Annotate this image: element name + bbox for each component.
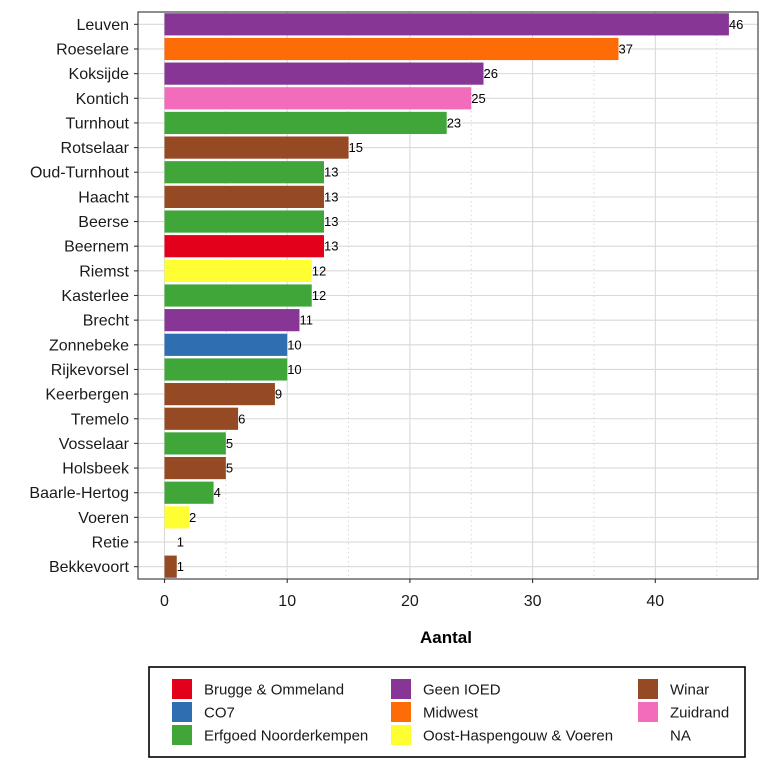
bar-beerse — [164, 210, 325, 233]
legend-label-geen-ioed: Geen IOED — [423, 682, 501, 699]
bar-rotselaar — [164, 136, 349, 159]
bar-holsbeek — [164, 456, 226, 480]
y-tick-label: Tremelo — [71, 411, 129, 428]
data-label-rijkevorsel: 10 — [287, 362, 301, 377]
legend-label-winar: Winar — [670, 682, 709, 699]
y-tick-label: Zonnebeke — [49, 337, 129, 354]
y-tick-label: Voeren — [78, 510, 129, 527]
y-tick-label: Rijkevorsel — [51, 362, 129, 379]
bar-bekkevoort — [164, 555, 177, 578]
data-label-koksijde: 26 — [484, 66, 498, 81]
legend-key-oost-haspengouw-voeren — [391, 725, 411, 745]
data-label-turnhout: 23 — [447, 115, 461, 130]
data-label-bekkevoort: 1 — [177, 559, 184, 574]
bar-zonnebeke — [164, 333, 288, 356]
y-tick-label: Holsbeek — [62, 461, 130, 478]
data-label-roeselare: 37 — [618, 41, 632, 56]
y-tick-label: Oud-Turnhout — [30, 165, 130, 182]
x-tick-label: 30 — [524, 593, 542, 610]
data-label-haacht: 13 — [324, 189, 338, 204]
bar-haacht — [164, 185, 325, 208]
legend-label-na: NA — [670, 728, 691, 745]
data-label-oud-turnhout: 13 — [324, 165, 338, 180]
y-tick-label: Beernem — [64, 239, 129, 256]
bar-beernem — [164, 235, 325, 258]
y-tick-label: Rotselaar — [61, 140, 130, 157]
legend-key-zuidrand — [638, 702, 658, 722]
y-tick-label: Bekkevoort — [49, 559, 130, 576]
data-label-riemst: 12 — [312, 263, 326, 278]
data-label-kasterlee: 12 — [312, 288, 326, 303]
bar-rijkevorsel — [164, 358, 288, 381]
bar-brecht — [164, 309, 300, 332]
data-label-retie: 1 — [177, 535, 184, 550]
legend-key-midwest — [391, 702, 411, 722]
y-tick-label: Haacht — [78, 189, 129, 206]
legend-label-co7: CO7 — [204, 705, 235, 722]
bar-tremelo — [164, 407, 239, 430]
bar-koksijde — [164, 62, 484, 85]
x-axis-title: Aantal — [420, 628, 472, 647]
data-label-kontich: 25 — [471, 91, 485, 106]
legend-key-winar — [638, 679, 658, 699]
data-label-voeren: 2 — [189, 510, 196, 525]
data-label-vosselaar: 5 — [226, 436, 233, 451]
bar-keerbergen — [164, 383, 275, 406]
y-tick-label: Kasterlee — [61, 288, 129, 305]
y-tick-label: Koksijde — [69, 66, 130, 83]
data-label-baarle-hertog: 4 — [214, 485, 221, 500]
y-axis: Leuven Roeselare Koksijde Kontich Turnhout Ro… — [29, 17, 138, 576]
y-tick-label: Keerbergen — [45, 387, 129, 404]
legend-key-brugge-ommeland — [172, 679, 192, 699]
x-axis: 0 10 20 30 40 — [160, 579, 664, 610]
y-tick-label: Riemst — [79, 263, 129, 280]
bars — [164, 13, 729, 578]
y-tick-label: Roeselare — [56, 41, 129, 58]
y-tick-label: Beerse — [78, 214, 129, 231]
data-label-leuven: 46 — [729, 17, 743, 32]
x-tick-label: 0 — [160, 593, 169, 610]
bar-oud-turnhout — [164, 161, 325, 184]
bar-kasterlee — [164, 284, 312, 307]
bar-vosselaar — [164, 432, 226, 455]
data-label-beerse: 13 — [324, 214, 338, 229]
legend-key-geen-ioed — [391, 679, 411, 699]
data-label-zonnebeke: 10 — [287, 337, 301, 352]
bar-voeren — [164, 506, 190, 529]
legend-label-zuidrand: Zuidrand — [670, 705, 729, 722]
bar-roeselare — [164, 37, 619, 61]
y-tick-label: Leuven — [77, 17, 130, 34]
y-tick-label: Vosselaar — [59, 436, 130, 453]
bar-baarle-hertog — [164, 481, 214, 504]
data-label-rotselaar: 15 — [349, 140, 363, 155]
legend-key-co7 — [172, 702, 192, 722]
legend: Brugge & Ommeland CO7 Erfgoed Noorderkempe… — [148, 666, 746, 758]
legend-label-oost-haspengouw-voeren: Oost-Haspengouw & Voeren — [423, 728, 613, 745]
bar-leuven — [164, 13, 729, 36]
y-tick-label: Kontich — [76, 91, 129, 108]
legend-label-brugge-ommeland: Brugge & Ommeland — [204, 682, 344, 699]
legend-label-midwest: Midwest — [423, 705, 479, 722]
x-tick-label: 10 — [278, 593, 296, 610]
bar-riemst — [164, 259, 312, 282]
data-label-holsbeek: 5 — [226, 461, 233, 476]
data-label-brecht: 11 — [299, 313, 313, 328]
y-tick-label: Brecht — [83, 313, 130, 330]
data-label-keerbergen: 9 — [275, 387, 282, 402]
x-tick-label: 20 — [401, 593, 419, 610]
bar-turnhout — [164, 111, 447, 135]
data-label-tremelo: 6 — [238, 411, 245, 426]
y-tick-label: Baarle-Hertog — [29, 485, 129, 502]
bar-kontich — [164, 87, 472, 110]
data-label-beernem: 13 — [324, 239, 338, 254]
legend-key-erfgoed-noorderkempen — [172, 725, 192, 745]
x-tick-label: 40 — [646, 593, 664, 610]
y-tick-label: Turnhout — [66, 115, 130, 132]
legend-label-erfgoed-noorderkempen: Erfgoed Noorderkempen — [204, 728, 368, 745]
y-tick-label: Retie — [92, 535, 129, 552]
